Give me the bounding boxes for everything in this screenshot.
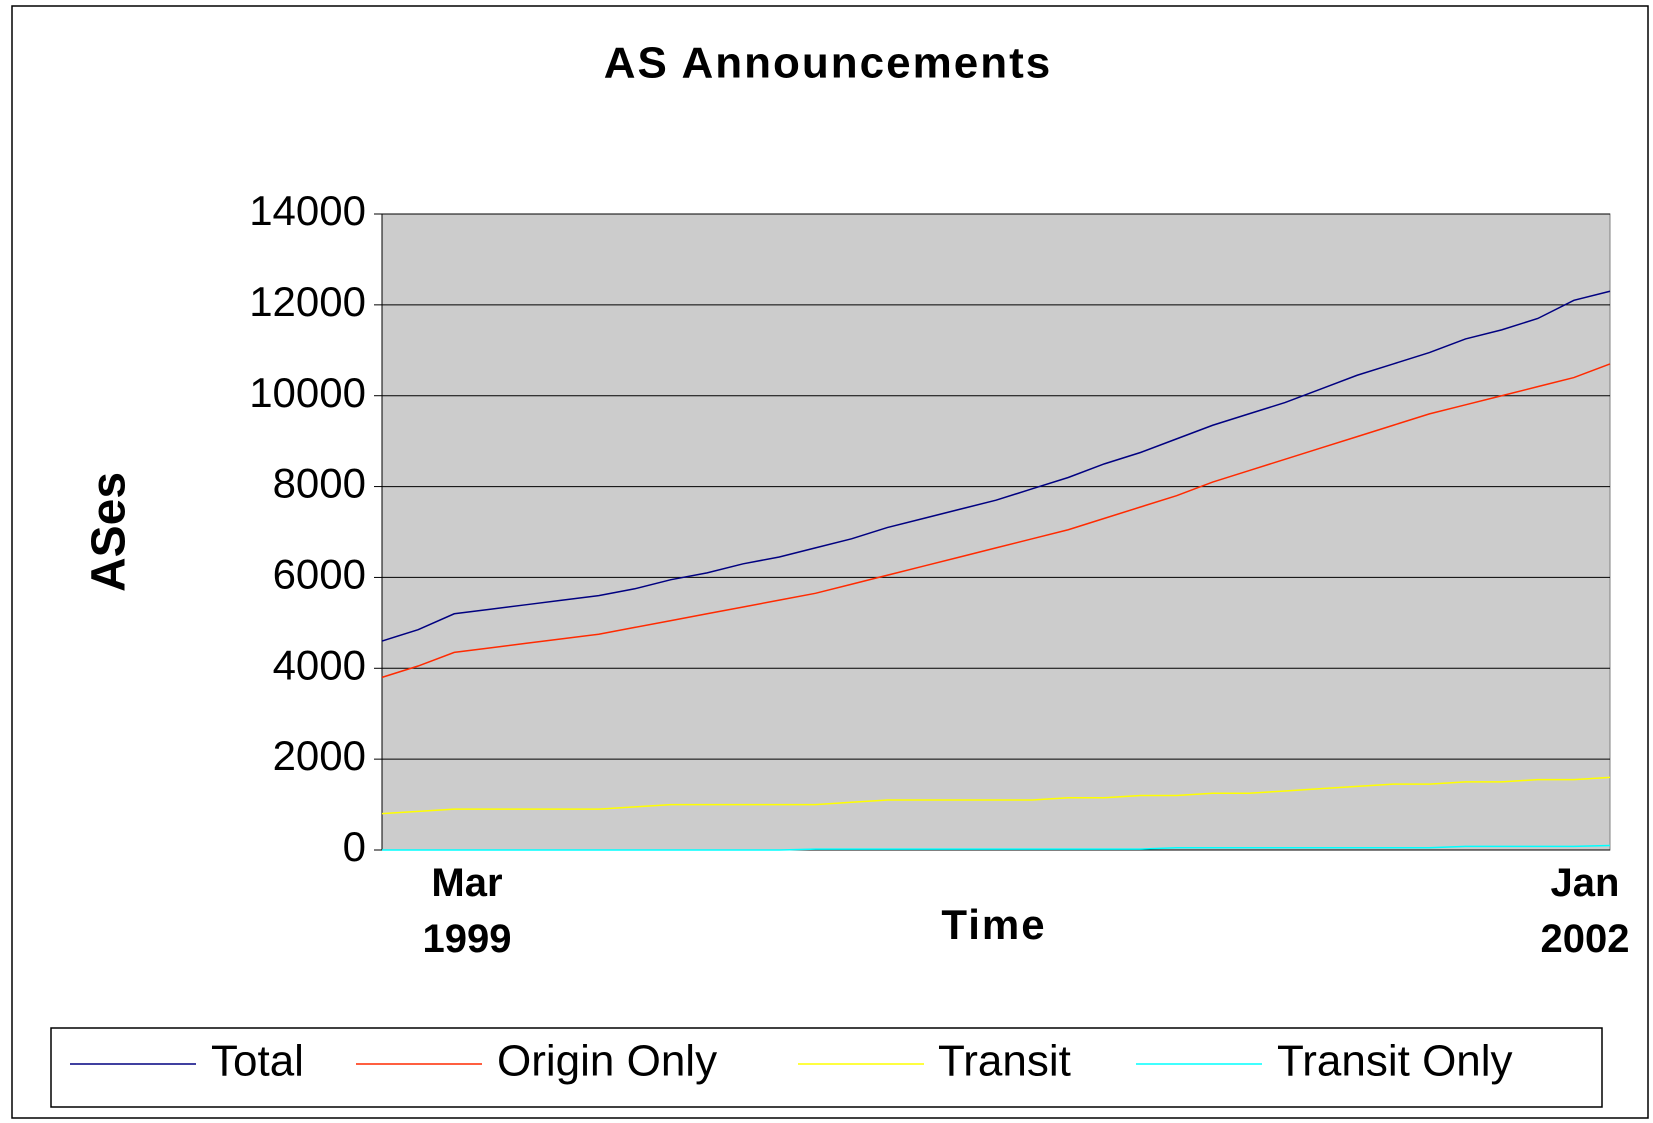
y-tick-label: 8000	[273, 460, 366, 507]
y-tick-label: 4000	[273, 641, 366, 688]
y-tick-label: 2000	[273, 732, 366, 779]
series-line	[381, 290, 1611, 642]
plot-area	[381, 213, 1611, 851]
x-tick-label: Mar 1999	[422, 861, 512, 961]
x-axis-label: Time	[941, 901, 1046, 948]
legend-label: Origin Only	[497, 1037, 717, 1086]
y-tick-label: 0	[343, 823, 366, 870]
series-line	[381, 776, 1611, 815]
y-tick-label: 10000	[249, 369, 366, 416]
y-tick-label: 12000	[249, 278, 366, 325]
chart-title: AS Announcements	[604, 39, 1052, 88]
legend-label: Transit Only	[1277, 1037, 1513, 1086]
y-tick-label: 14000	[249, 187, 366, 234]
legend-label: Total	[211, 1037, 304, 1086]
x-tick-label: Jan 2002	[1540, 861, 1630, 961]
legend-label: Transit	[938, 1037, 1071, 1086]
y-tick-label: 6000	[273, 551, 366, 598]
series-line	[381, 363, 1611, 679]
legend	[50, 1027, 1603, 1108]
series-line	[382, 844, 1611, 851]
y-axis-label: ASes	[83, 472, 136, 592]
